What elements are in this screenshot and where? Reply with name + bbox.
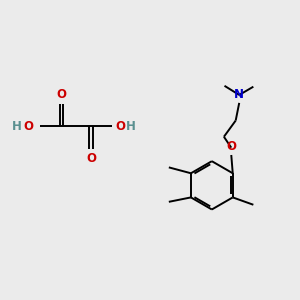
Text: H: H [126,120,136,133]
Text: O: O [57,88,67,101]
Text: O: O [115,120,125,133]
Text: O: O [86,152,96,165]
Text: O: O [226,140,236,153]
Text: H: H [12,120,22,133]
Text: N: N [234,88,244,101]
Text: O: O [24,120,34,133]
